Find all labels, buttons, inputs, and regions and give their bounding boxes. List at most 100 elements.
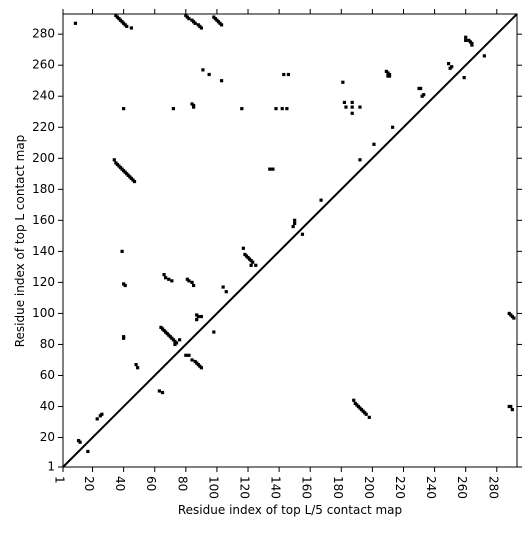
contact-point xyxy=(219,23,224,27)
contact-point xyxy=(86,449,90,454)
x-tick-label: 20 xyxy=(82,476,96,491)
contact-point xyxy=(482,54,486,58)
x-axis-label: Residue index of top L/5 contact map xyxy=(178,503,402,517)
contact-point xyxy=(464,38,468,42)
contact-point xyxy=(201,68,205,72)
y-tick-label: 80 xyxy=(40,337,55,351)
contact-point xyxy=(120,249,124,253)
contact-point xyxy=(199,314,203,319)
contact-point xyxy=(164,276,168,280)
contact-point xyxy=(254,263,258,267)
contact-point xyxy=(170,279,174,283)
contact-point xyxy=(195,318,199,322)
x-tick-label: 260 xyxy=(455,476,469,499)
contact-point xyxy=(422,93,426,97)
y-tick-label: 200 xyxy=(32,151,55,165)
contact-point xyxy=(241,246,245,250)
x-tick-label: 180 xyxy=(331,476,345,499)
contact-point xyxy=(136,366,140,370)
contact-point xyxy=(286,72,291,77)
plot-frame xyxy=(62,13,518,468)
y-tick-label: 140 xyxy=(32,244,55,258)
x-tick-label: 120 xyxy=(238,476,252,499)
contact-point xyxy=(78,440,82,444)
contact-point xyxy=(344,105,348,109)
x-tick-label: 160 xyxy=(300,476,314,499)
contact-point xyxy=(342,100,347,105)
y-tick-label: 220 xyxy=(32,120,55,134)
contact-point xyxy=(285,107,289,111)
contact-point xyxy=(391,125,395,129)
contact-point xyxy=(160,390,165,395)
contact-point xyxy=(122,107,126,111)
contact-point xyxy=(73,21,78,25)
y-tick-label: 240 xyxy=(32,89,55,103)
contact-point xyxy=(372,142,376,146)
contact-point xyxy=(122,336,126,340)
contact-point xyxy=(187,279,191,283)
contact-point xyxy=(178,338,182,342)
y-tick-label: 260 xyxy=(32,58,55,72)
contact-point xyxy=(350,105,354,109)
contact-point xyxy=(157,389,161,393)
x-tick-label: 200 xyxy=(362,476,376,499)
contact-point xyxy=(171,107,175,111)
y-tick-label: 100 xyxy=(32,306,55,320)
contact-point xyxy=(470,43,474,47)
contact-point xyxy=(249,263,253,267)
x-tick-label: 280 xyxy=(486,476,500,499)
x-tick-label: 60 xyxy=(144,476,158,491)
contact-point xyxy=(293,221,297,226)
contact-point xyxy=(364,412,368,416)
contact-point xyxy=(300,232,305,236)
contact-point xyxy=(319,198,323,202)
contact-point xyxy=(193,21,197,25)
contact-point xyxy=(352,398,356,402)
x-tick-label: 240 xyxy=(424,476,438,499)
contact-point xyxy=(192,105,196,109)
contact-point xyxy=(129,26,134,30)
contact-point xyxy=(134,363,138,367)
contact-point xyxy=(112,158,116,162)
contact-point xyxy=(224,290,228,294)
y-tick-label: 40 xyxy=(40,399,55,413)
contact-point xyxy=(464,35,468,39)
contact-point xyxy=(350,100,354,105)
x-tick-label: 100 xyxy=(206,476,220,499)
contact-point xyxy=(462,76,466,80)
diagonal xyxy=(62,13,518,468)
contact-point xyxy=(367,415,371,419)
contact-point xyxy=(509,404,513,409)
contact-point xyxy=(280,107,284,111)
y-axis-label: Residue index of top L contact map xyxy=(13,135,27,348)
y-tick-label: 280 xyxy=(32,27,55,41)
contact-point xyxy=(212,330,216,334)
contact-point xyxy=(358,105,362,109)
x-tick-label: 80 xyxy=(175,476,189,491)
contact-point xyxy=(199,366,203,370)
contact-point xyxy=(274,107,278,111)
contact-point xyxy=(358,158,362,162)
contact-point xyxy=(271,167,275,171)
contact-point xyxy=(387,74,392,78)
y-tick-label: 180 xyxy=(32,182,55,196)
contact-point xyxy=(167,277,171,281)
contact-point xyxy=(187,17,191,21)
x-tick-label: 1 xyxy=(53,476,67,484)
contact-point xyxy=(162,273,166,277)
contact-point xyxy=(446,62,451,66)
contact-point xyxy=(123,283,127,288)
y-tick-label: 160 xyxy=(32,213,55,227)
contact-point xyxy=(293,218,297,222)
y-tick-label: 60 xyxy=(40,368,55,382)
contact-point xyxy=(341,80,345,84)
x-tick-label: 220 xyxy=(393,476,407,499)
y-tick-label: 120 xyxy=(32,275,55,289)
contact-point xyxy=(184,353,188,357)
y-tick-label: 1 xyxy=(47,460,55,474)
contact-point xyxy=(125,24,129,29)
contact-point xyxy=(100,412,104,416)
contact-point xyxy=(291,224,295,229)
